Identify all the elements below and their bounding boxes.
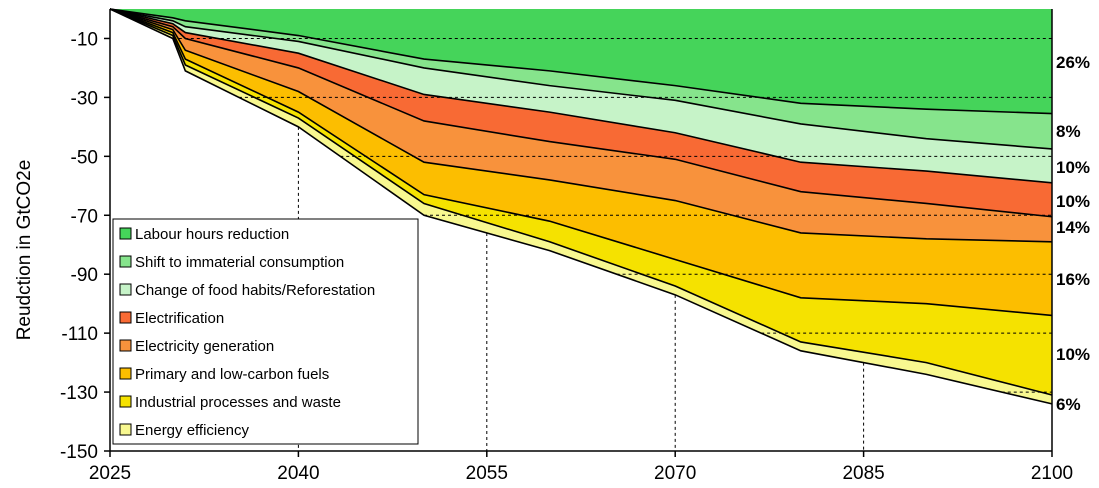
share-label-3: 10% xyxy=(1056,158,1090,177)
y-tick-label: -150 xyxy=(60,442,98,463)
area-4 xyxy=(110,9,1052,217)
x-tick-label: 2100 xyxy=(1031,463,1073,484)
legend-label-4: Electrification xyxy=(135,310,224,327)
series-line-4 xyxy=(109,8,1053,218)
series-line-5 xyxy=(109,8,1053,243)
area-2 xyxy=(110,9,1052,149)
share-label-8: 6% xyxy=(1056,395,1081,414)
y-axis-label: Reudction in GtCO2e xyxy=(14,160,35,341)
share-labels: 26% 8% 10% 10% 14% 16% 10% 6% xyxy=(1056,53,1090,414)
legend: Labour hours reduction Shift to immateria… xyxy=(112,218,419,445)
legend-swatch-4 xyxy=(119,311,132,324)
y-tick-label: -30 xyxy=(71,88,98,109)
legend-swatch-5 xyxy=(119,339,132,352)
legend-label-6: Primary and low-carbon fuels xyxy=(135,366,329,383)
area-7 xyxy=(110,9,1052,396)
legend-label-8: Energy efficiency xyxy=(135,422,249,439)
legend-label-3: Change of food habits/Reforestation xyxy=(135,282,375,299)
share-label-5: 14% xyxy=(1056,218,1090,237)
share-label-2: 8% xyxy=(1056,122,1081,141)
legend-swatch-2 xyxy=(119,255,132,268)
area-6 xyxy=(110,9,1052,316)
series-line-8 xyxy=(109,8,1053,405)
y-tick-label: -10 xyxy=(71,29,98,50)
legend-swatch-8 xyxy=(119,423,132,436)
legend-swatch-3 xyxy=(119,283,132,296)
y-tick-label: -130 xyxy=(60,383,98,404)
x-tick-label: 2055 xyxy=(466,463,508,484)
area-1 xyxy=(110,9,1052,114)
series-line-1 xyxy=(109,8,1053,115)
x-tick-label: 2070 xyxy=(654,463,696,484)
legend-label-1: Labour hours reduction xyxy=(135,226,289,243)
y-tick-label: -50 xyxy=(71,147,98,168)
x-tick-label: 2085 xyxy=(842,463,884,484)
y-tick-label: -70 xyxy=(71,206,98,227)
x-tick-label: 2025 xyxy=(89,463,131,484)
legend-label-7: Industrial processes and waste xyxy=(135,394,341,411)
legend-swatch-7 xyxy=(119,395,132,408)
series-line-3 xyxy=(109,8,1053,184)
y-tick-label: -90 xyxy=(71,265,98,286)
share-label-6: 16% xyxy=(1056,270,1090,289)
legend-swatch-6 xyxy=(119,367,132,380)
area-5 xyxy=(110,9,1052,242)
area-layers xyxy=(109,8,1053,405)
area-3 xyxy=(110,9,1052,183)
share-label-4: 10% xyxy=(1056,192,1090,211)
legend-swatch-1 xyxy=(119,227,132,240)
share-label-7: 10% xyxy=(1056,345,1090,364)
y-tick-label: -110 xyxy=(61,324,98,345)
series-line-7 xyxy=(109,8,1053,396)
legend-label-5: Electricity generation xyxy=(135,338,274,355)
x-tick-label: 2040 xyxy=(277,463,319,484)
legend-label-2: Shift to immaterial consumption xyxy=(135,254,344,271)
axes xyxy=(109,9,1053,452)
series-line-2 xyxy=(109,8,1053,150)
share-label-1: 26% xyxy=(1056,53,1090,72)
series-line-6 xyxy=(109,8,1053,317)
legend-box xyxy=(112,218,419,445)
